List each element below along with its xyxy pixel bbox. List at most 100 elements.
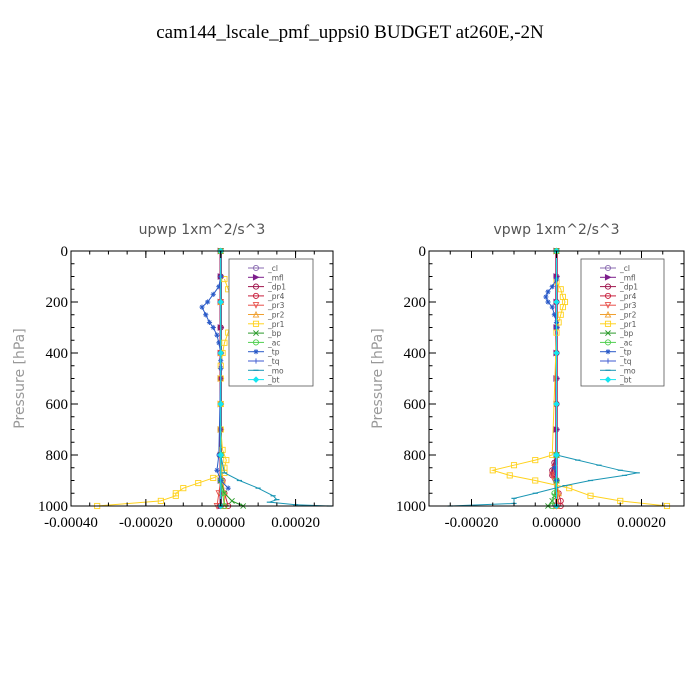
data-point-bt [553, 298, 560, 306]
legend-marker [253, 358, 259, 364]
x-tick-label: -0.00040 [44, 515, 98, 531]
series-line-pr1 [97, 278, 239, 507]
y-axis-label: Pressure [hPa] [12, 328, 28, 428]
data-point-tp [205, 299, 211, 305]
data-point-tp [545, 289, 551, 295]
legend-label: _pr1 [267, 320, 285, 329]
legend-marker [604, 310, 612, 318]
data-point-pr1 [510, 462, 518, 469]
legend-marker [605, 358, 611, 364]
legend-marker [252, 302, 260, 309]
series-group [94, 247, 332, 510]
data-point-ac [219, 490, 226, 497]
data-point-pr1 [566, 485, 573, 492]
legend-marker [604, 283, 612, 290]
x-tick-label: 0.00020 [271, 515, 320, 531]
data-point-bt [217, 298, 224, 306]
y-tick-label: 800 [46, 448, 69, 464]
y-tick-label: 200 [46, 295, 69, 311]
legend-marker [604, 273, 612, 281]
data-point-tp [549, 284, 555, 290]
data-point-pr1 [221, 339, 228, 346]
panel-title: vpwp 1xm^2/s^3 [493, 222, 619, 238]
legend-marker [252, 273, 260, 281]
legend-label: _cl [619, 264, 630, 273]
legend-label: _pr4 [267, 292, 285, 301]
data-point-pr1 [489, 467, 496, 474]
legend-marker [604, 376, 612, 383]
x-tick-label: -0.00020 [119, 515, 173, 531]
legend-marker [252, 283, 260, 290]
legend-marker [252, 292, 260, 299]
x-tick-label: 0.00020 [617, 515, 666, 531]
legend-marker [604, 292, 612, 299]
legend-label: _pr2 [267, 311, 285, 320]
data-point-tp [549, 304, 555, 310]
legend-marker [604, 302, 612, 309]
data-point-bt [217, 349, 224, 357]
data-point-tp [203, 312, 209, 318]
y-tick-label: 600 [404, 397, 427, 413]
data-point-tp [199, 304, 205, 310]
chart-panel-upwp: upwp 1xm^2/s^3 Pressure [hPa] -0.00040 -0.0… [12, 222, 334, 531]
legend-label: _pr4 [619, 292, 637, 301]
data-point-bt [553, 451, 560, 459]
legend-label: _bp [267, 329, 282, 338]
data-point-tp [214, 332, 220, 338]
legend-label: _ac [619, 338, 632, 347]
series-group [447, 247, 671, 510]
y-tick-label: 200 [404, 295, 427, 311]
y-axis-label: Pressure [hPa] [370, 328, 386, 428]
data-point-pr1 [559, 304, 566, 311]
data-point-pr1 [180, 485, 187, 492]
y-tick-label: 400 [46, 346, 69, 362]
data-point-bt [217, 451, 224, 459]
data-point-pr1 [532, 457, 539, 464]
data-point-pr1 [557, 286, 564, 293]
data-point-pr1 [506, 472, 513, 479]
y-tick-label: 600 [46, 397, 69, 413]
data-point-tp [216, 284, 222, 290]
legend-label: _ac [267, 338, 280, 347]
data-point-tp [551, 465, 557, 471]
legend: _cl_mfl_dp1_pr4_pr3_pr2_pr1_bp_ac_tp_tq_… [228, 258, 314, 387]
legend-label: _tq [619, 357, 632, 366]
x-tick-label: 0.00000 [532, 515, 581, 531]
y-tick-label: 1000 [396, 499, 426, 515]
data-point-pr1 [587, 492, 594, 499]
legend-label: _mo [619, 366, 636, 375]
data-point-pr1 [172, 492, 179, 499]
x-tick-label: 0.00000 [196, 515, 245, 531]
legend-label: _pr1 [619, 320, 637, 329]
legend-marker [252, 264, 260, 272]
legend-label: _mfl [619, 273, 636, 282]
legend-box [228, 258, 314, 387]
legend-label: _bt [267, 376, 280, 385]
y-tick-label: 0 [61, 244, 69, 260]
data-point-tp [206, 319, 213, 325]
series-line-pr1 [490, 281, 668, 507]
legend-marker [604, 264, 612, 272]
data-point-tp [216, 340, 222, 346]
legend-marker [605, 349, 611, 355]
legend: _cl_mfl_dp1_pr4_pr3_pr2_pr1_bp_ac_tp_tq_… [580, 258, 665, 387]
legend-label: _pr2 [619, 311, 637, 320]
data-point-tp [543, 294, 549, 300]
data-point-tp [225, 485, 231, 491]
panel-title: upwp 1xm^2/s^3 [139, 222, 266, 238]
legend-label: _tp [267, 348, 280, 357]
data-point-tp [551, 312, 557, 318]
legend-label: _pr3 [267, 301, 285, 310]
legend-label: _dp1 [267, 283, 286, 292]
series-line-mo [450, 454, 638, 507]
data-point-pr1 [223, 457, 230, 464]
chart-panel-vpwp: vpwp 1xm^2/s^3 Pressure [hPa] -0.00020 0.00… [370, 222, 685, 531]
data-point-pr1 [195, 480, 202, 487]
legend-marker [252, 320, 260, 327]
legend-marker [252, 376, 260, 383]
data-point-tp [214, 467, 220, 473]
data-point-bt [553, 349, 560, 357]
data-point-bt [217, 400, 224, 408]
data-point-tp [210, 324, 216, 331]
data-point-pr1 [157, 497, 164, 504]
